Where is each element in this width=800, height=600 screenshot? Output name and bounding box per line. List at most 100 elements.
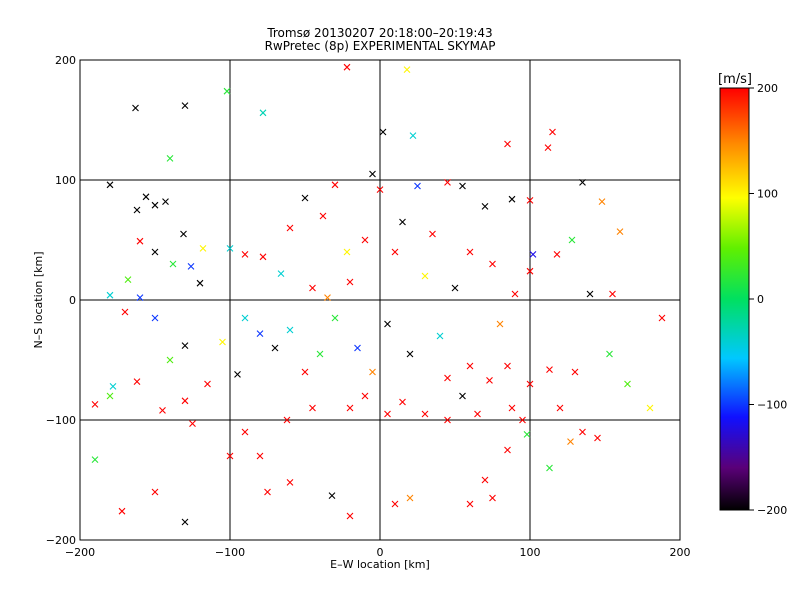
data-point-x [606, 350, 613, 358]
data-point-x [508, 195, 516, 203]
data-point-x [328, 492, 336, 499]
data-point-x [343, 63, 351, 71]
data-point-x [567, 438, 574, 445]
data-point-x [504, 140, 511, 148]
data-point-x [196, 279, 204, 287]
data-point-x [391, 248, 399, 256]
colorbar: [m/s] −200 −100 0 100 200 [718, 72, 787, 517]
data-point-x [256, 330, 264, 337]
data-point-x [187, 263, 195, 270]
data-point-x [133, 206, 141, 214]
data-point-x [346, 278, 354, 286]
data-point-x [109, 383, 117, 390]
data-point-x [546, 366, 553, 373]
data-point-x [259, 253, 267, 261]
colorbar-tick-label: 200 [757, 82, 778, 95]
data-point-x [556, 404, 564, 412]
y-tick-label: −200 [46, 534, 76, 547]
data-point-x [451, 284, 459, 292]
data-point-x [409, 132, 417, 139]
data-point-x [406, 494, 414, 502]
x-tick-label: 200 [670, 546, 691, 559]
data-point-x [421, 410, 429, 418]
x-tick-label: 100 [520, 546, 541, 559]
data-point-x [223, 87, 231, 95]
data-point-x [414, 182, 421, 190]
data-point-x [136, 237, 144, 245]
colorbar-gradient [719, 87, 750, 511]
data-point-x [181, 102, 189, 109]
data-point-x [508, 404, 516, 412]
data-point-x [403, 66, 411, 73]
colorbar-tick-label: −200 [757, 504, 787, 517]
data-point-x [354, 344, 361, 352]
data-point-x [151, 488, 159, 496]
data-point-x [511, 290, 519, 298]
data-point-x [324, 294, 331, 301]
data-point-x [391, 500, 399, 508]
data-point-x [444, 416, 451, 424]
data-point-x [309, 284, 316, 292]
data-point-x [136, 294, 144, 301]
data-point-x [259, 109, 267, 117]
data-point-x [166, 356, 174, 364]
data-point-x [526, 380, 534, 388]
data-point-x [399, 218, 406, 226]
y-axis-ticks: −200 −100 0 100 200 [46, 54, 76, 547]
y-tick-label: 100 [55, 174, 76, 187]
data-point-x [444, 179, 451, 186]
x-tick-label: 0 [377, 546, 384, 559]
data-point-x [234, 371, 241, 378]
data-point-x [181, 518, 189, 526]
colorbar-tick-label: 100 [757, 188, 778, 201]
data-point-x [546, 464, 553, 472]
data-point-x [121, 308, 129, 316]
data-point-x [376, 186, 384, 193]
data-point-x [579, 179, 586, 186]
data-point-x [529, 251, 537, 258]
data-point-x [286, 479, 294, 486]
data-point-x [361, 392, 369, 400]
data-point-x [118, 507, 126, 515]
data-points [91, 63, 666, 526]
data-point-x [466, 500, 474, 508]
data-point-x [346, 404, 354, 412]
data-point-x [369, 170, 376, 178]
data-point-x [199, 245, 207, 252]
data-point-x [301, 368, 309, 376]
data-point-x [489, 494, 496, 502]
colorbar-tick-label: −100 [757, 399, 787, 412]
data-point-x [586, 290, 594, 298]
colorbar-label: [m/s] [718, 72, 752, 87]
data-point-x [309, 404, 316, 412]
y-tick-label: 0 [69, 294, 76, 307]
y-axis-label: N–S location [km] [32, 251, 45, 348]
data-point-x [162, 198, 169, 205]
data-point-x [277, 270, 285, 277]
data-point-x [331, 181, 339, 189]
plot-area: −200 −100 0 100 200 −200 −100 0 100 200 [46, 54, 691, 559]
data-point-x [624, 380, 631, 388]
y-tick-label: −100 [46, 414, 76, 427]
data-point-x [151, 201, 159, 209]
data-point-x [301, 194, 309, 202]
data-point-x [181, 397, 189, 405]
data-point-x [106, 181, 114, 189]
data-point-x [286, 224, 294, 232]
chart-subtitle: RwPretec (8p) EXPERIMENTAL SKYMAP [265, 39, 496, 53]
data-point-x [379, 128, 387, 136]
x-tick-label: −100 [215, 546, 245, 559]
data-point-x [166, 155, 174, 162]
data-point-x [316, 350, 324, 358]
data-point-x [91, 401, 99, 408]
colorbar-ticks: −200 −100 0 100 200 [749, 82, 787, 517]
data-point-x [331, 314, 339, 322]
data-point-x [159, 407, 166, 414]
data-point-x [553, 251, 561, 258]
data-point-x [361, 236, 369, 244]
data-point-x [241, 314, 249, 322]
data-point-x [466, 248, 474, 256]
data-point-x [459, 392, 466, 400]
data-point-x [421, 272, 429, 280]
